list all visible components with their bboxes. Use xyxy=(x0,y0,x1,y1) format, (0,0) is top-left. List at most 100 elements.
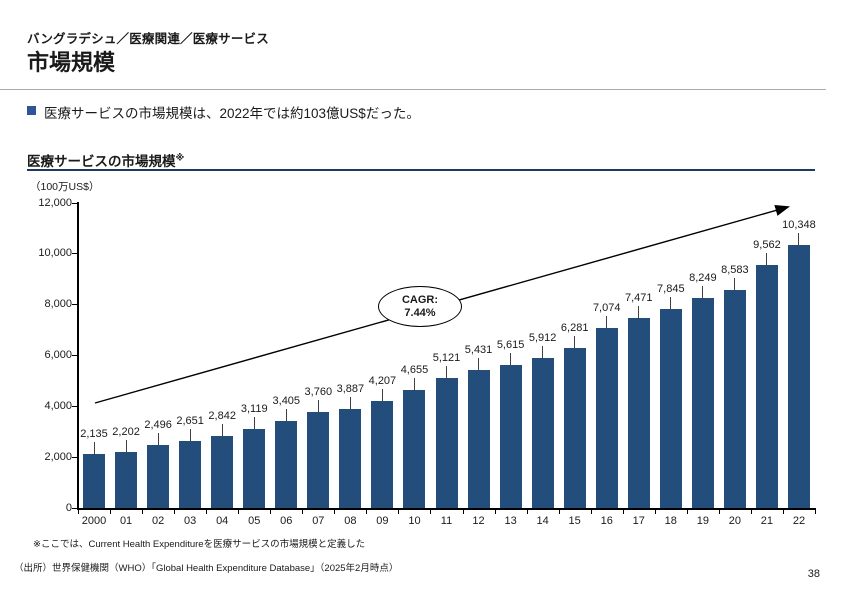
y-axis-line xyxy=(77,202,79,509)
x-tick-label: 08 xyxy=(344,515,357,527)
x-tick-label: 09 xyxy=(376,515,389,527)
x-tick-label: 14 xyxy=(536,515,549,527)
x-tick-mark xyxy=(686,510,688,514)
x-tick-label: 12 xyxy=(472,515,485,527)
x-tick-mark xyxy=(334,510,336,514)
x-tick-label: 17 xyxy=(632,515,645,527)
bar-label-leader-line xyxy=(285,409,287,422)
summary-text: 医療サービスの市場規模は、2022年では約103億US$だった。 xyxy=(44,106,420,121)
bar-label-leader-line xyxy=(221,423,223,436)
y-axis-unit-label: （100万US$） xyxy=(30,181,100,193)
bar-label-leader-line xyxy=(446,365,447,378)
bar xyxy=(467,369,490,508)
y-tick-label: 2,000 xyxy=(44,450,72,463)
footnote-source: （出所）世界保健機関（WHO）「Global Health Expenditur… xyxy=(14,563,399,574)
y-tick-label: 6,000 xyxy=(44,349,72,361)
bar xyxy=(147,444,170,508)
bar-label-leader-line xyxy=(606,316,608,329)
bar-label-leader-line xyxy=(381,389,383,402)
x-tick-mark xyxy=(398,510,400,514)
bar-label-leader-line xyxy=(349,397,351,410)
bar-label-leader-line xyxy=(798,232,800,245)
bar-value-label: 4,655 xyxy=(400,363,429,376)
x-tick-label: 11 xyxy=(440,515,453,527)
bar-label-leader-line xyxy=(574,336,576,349)
x-tick-mark xyxy=(78,510,79,514)
bar xyxy=(723,289,746,508)
x-tick-mark xyxy=(815,510,816,514)
chart-title: 医療サービスの市場規模※ xyxy=(27,150,184,170)
y-tick-label: 0 xyxy=(65,501,72,514)
chart-title-text: 医療サービスの市場規模 xyxy=(27,154,176,169)
bar-label-leader-line xyxy=(253,416,255,429)
x-tick-label: 06 xyxy=(280,515,293,527)
x-tick-label: 20 xyxy=(728,515,742,527)
bar-label-leader-line xyxy=(510,353,512,366)
x-tick-label: 16 xyxy=(600,515,613,527)
y-tick-mark xyxy=(72,405,77,407)
x-tick-mark xyxy=(750,510,752,514)
y-tick-label: 10,000 xyxy=(38,247,72,260)
cagr-label: CAGR: xyxy=(401,293,439,306)
bar xyxy=(787,244,810,508)
x-tick-mark xyxy=(622,510,624,514)
bar xyxy=(755,264,778,508)
x-tick-label: 07 xyxy=(312,515,325,527)
bar-value-label: 3,119 xyxy=(240,402,268,415)
note-marker: ※ xyxy=(175,152,185,163)
y-tick-mark xyxy=(72,253,77,255)
x-tick-label: 13 xyxy=(504,515,517,527)
bar-label-leader-line xyxy=(478,357,480,370)
bar xyxy=(83,453,106,508)
bar xyxy=(659,308,682,508)
bar-label-leader-line xyxy=(157,432,159,445)
bar xyxy=(627,318,650,508)
y-tick-mark xyxy=(72,202,77,204)
x-tick-mark xyxy=(110,510,112,514)
bar xyxy=(307,412,330,508)
y-tick-mark xyxy=(72,355,77,356)
x-tick-mark xyxy=(782,510,784,514)
summary-line: 医療サービスの市場規模は、2022年では約103億US$だった。 xyxy=(27,102,420,122)
chart-title-underline xyxy=(27,169,815,171)
y-tick-label: 12,000 xyxy=(38,196,72,209)
footnote-definition: ※ここでは、Current Health Expenditureを医療サービスの… xyxy=(33,539,366,550)
x-tick-mark xyxy=(430,510,432,514)
x-tick-mark xyxy=(590,510,592,514)
bar-value-label: 2,496 xyxy=(144,418,172,431)
bar-label-leader-line xyxy=(734,277,736,290)
x-tick-label: 03 xyxy=(184,515,197,527)
bar-label-leader-line xyxy=(542,345,544,358)
bar-label-leader-line xyxy=(766,252,768,265)
x-tick-mark xyxy=(718,510,720,514)
bar-label-leader-line xyxy=(125,440,127,453)
header-divider xyxy=(0,89,826,90)
x-tick-mark xyxy=(142,510,144,514)
bar xyxy=(403,389,426,508)
bar xyxy=(211,435,234,508)
breadcrumb: バングラデシュ／医療関連／医療サービス xyxy=(27,32,269,46)
bar xyxy=(339,409,362,508)
bar-label-leader-line xyxy=(670,296,672,309)
x-tick-label: 10 xyxy=(408,515,421,527)
x-tick-mark xyxy=(558,510,560,514)
bar-label-leader-line xyxy=(638,306,640,319)
bar-label-leader-line xyxy=(93,441,95,454)
x-tick-label: 19 xyxy=(696,515,709,527)
bar-value-label: 10,348 xyxy=(782,218,816,231)
y-tick-mark xyxy=(72,456,77,458)
x-tick-mark xyxy=(526,510,528,514)
x-axis-line xyxy=(77,508,816,510)
y-tick-mark xyxy=(72,304,77,306)
y-tick-label: 4,000 xyxy=(44,399,72,412)
x-tick-label: 18 xyxy=(664,515,677,527)
x-tick-mark xyxy=(206,510,208,514)
bar-value-label: 2,202 xyxy=(112,426,140,439)
bar xyxy=(563,348,586,508)
bar-label-leader-line xyxy=(189,428,191,441)
x-tick-label: 21 xyxy=(760,515,774,527)
cagr-value: 7.44% xyxy=(404,306,436,319)
bar-label-leader-line xyxy=(413,377,415,390)
bar xyxy=(435,377,458,508)
